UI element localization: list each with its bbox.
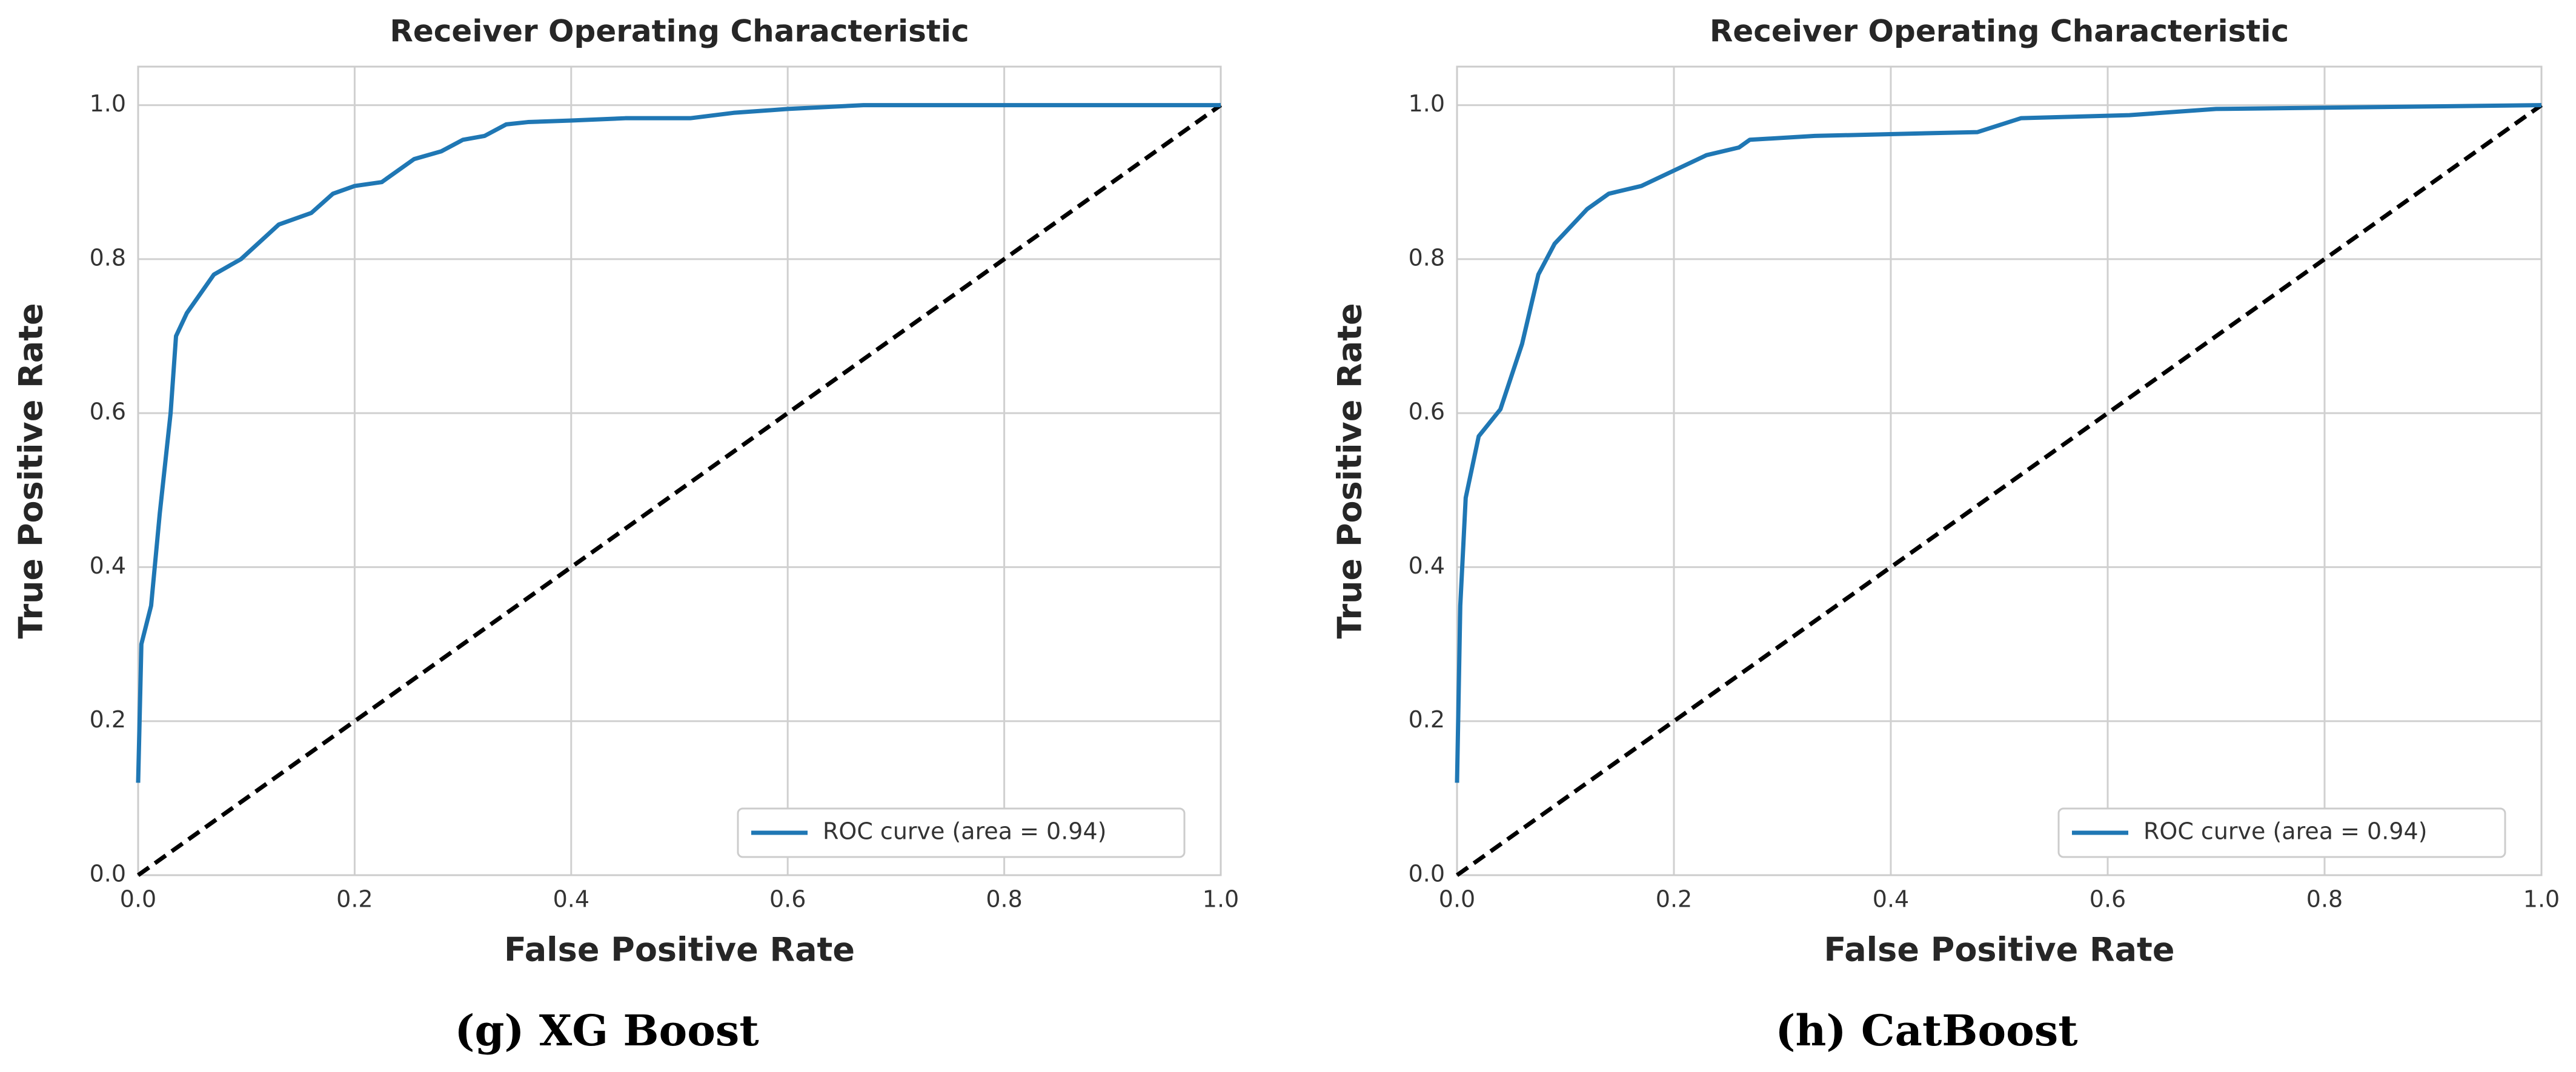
- y-tick-label: 0.6: [1409, 399, 1445, 425]
- x-tick-label: 0.4: [1873, 886, 1909, 913]
- y-tick-label: 0.0: [90, 861, 126, 887]
- x-tick-label: 0.8: [986, 886, 1022, 913]
- legend-box: [737, 807, 1186, 858]
- reference-line: [136, 103, 1223, 877]
- x-axis-label: False Positive Rate: [504, 931, 855, 969]
- y-tick-label: 0.8: [90, 244, 126, 271]
- roc-curve: [1455, 103, 2542, 783]
- y-tick-label: 0.4: [1409, 552, 1445, 579]
- y-tick-label: 1.0: [90, 90, 126, 117]
- x-tick-label: 0.6: [769, 886, 806, 913]
- caption: (h) CatBoost: [1775, 1005, 2077, 1056]
- y-tick-label: 0.8: [1409, 244, 1445, 271]
- x-tick-label: 0.2: [1656, 886, 1692, 913]
- y-tick-label: 0.2: [1409, 706, 1445, 733]
- x-tick-label: 0.0: [1439, 886, 1475, 913]
- x-tick-label: 1.0: [2523, 886, 2560, 913]
- y-tick-label: 0.2: [90, 706, 126, 733]
- x-tick-label: 0.8: [2306, 886, 2343, 913]
- x-tick-label: 0.4: [553, 886, 589, 913]
- y-tick-label: 0.0: [1409, 861, 1445, 887]
- x-axis-label: False Positive Rate: [1824, 931, 2175, 969]
- y-axis-label: True Positive Rate: [12, 303, 50, 638]
- chart-title: Receiver Operating Characteristic: [1710, 14, 2289, 49]
- roc-curve: [136, 103, 1221, 783]
- axes-frame: [137, 65, 1222, 876]
- x-tick-label: 0.0: [120, 886, 156, 913]
- x-tick-label: 1.0: [1203, 886, 1239, 913]
- y-tick-label: 0.4: [90, 552, 126, 579]
- reference-line: [1455, 103, 2543, 877]
- caption: (g) XG Boost: [454, 1005, 759, 1056]
- chart-title: Receiver Operating Characteristic: [390, 14, 969, 49]
- legend-box: [2057, 807, 2506, 858]
- axes-frame: [1456, 65, 2543, 876]
- x-tick-label: 0.2: [336, 886, 373, 913]
- legend-label: ROC curve (area = 0.94): [2143, 818, 2427, 845]
- x-tick-label: 0.6: [2090, 886, 2126, 913]
- y-tick-label: 1.0: [1409, 90, 1445, 117]
- y-tick-label: 0.6: [90, 399, 126, 425]
- y-axis-label: True Positive Rate: [1331, 303, 1369, 638]
- legend-label: ROC curve (area = 0.94): [823, 818, 1106, 845]
